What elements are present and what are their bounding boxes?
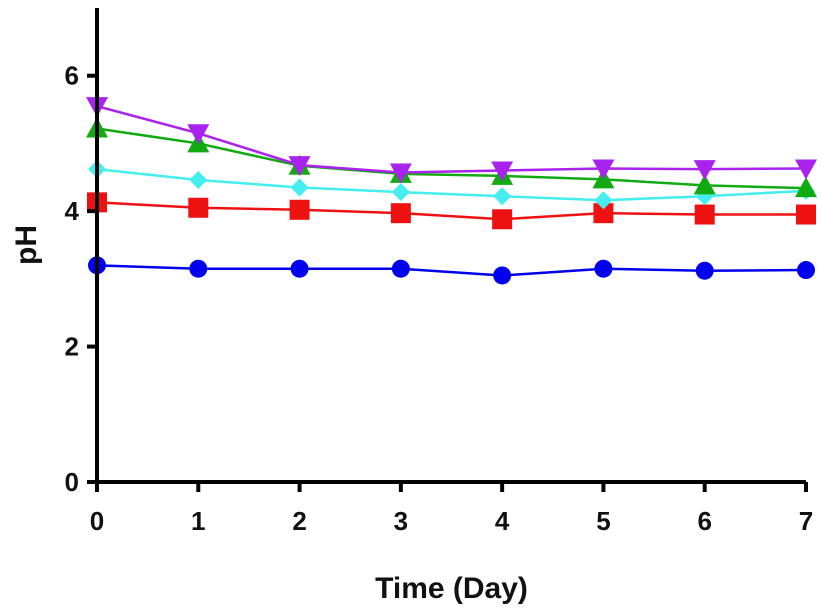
- series-line: [96, 264, 807, 277]
- data-point: [188, 197, 209, 218]
- data-point: [187, 124, 210, 145]
- axes-layer: 0 2 4 6 0 1 2 3 4 5 6 7: [65, 8, 813, 536]
- series-1: [88, 256, 815, 285]
- data-point: [493, 187, 512, 206]
- y-axis-title: pH: [10, 225, 43, 265]
- data-point: [693, 160, 716, 181]
- x-tick-label: 2: [292, 506, 306, 536]
- x-tick-label: 0: [90, 506, 104, 536]
- x-tick-label: 7: [799, 506, 813, 536]
- series-line: [96, 201, 806, 221]
- x-tick-label: 3: [394, 506, 408, 536]
- series-line: [96, 167, 807, 202]
- data-point: [288, 156, 311, 177]
- x-axis-title: Time (Day): [375, 572, 528, 605]
- data-point: [389, 163, 412, 184]
- data-point: [795, 177, 817, 198]
- series-layer: [86, 97, 817, 285]
- y-tick-label: 4: [65, 196, 80, 226]
- data-point: [795, 159, 817, 180]
- x-tick-label: 5: [596, 506, 610, 536]
- data-point: [391, 183, 410, 202]
- data-point: [592, 159, 615, 180]
- y-tick-label: 0: [65, 467, 79, 497]
- data-point: [796, 204, 816, 225]
- y-tick-label: 2: [65, 332, 79, 362]
- data-point: [594, 259, 613, 278]
- data-point: [594, 191, 613, 210]
- data-point: [493, 266, 512, 285]
- x-axis-ticks: 0 1 2 3 4 5 6 7: [90, 482, 813, 536]
- data-point: [491, 161, 514, 182]
- x-tick-label: 4: [495, 506, 510, 536]
- x-tick-label: 1: [191, 506, 205, 536]
- data-point: [390, 203, 411, 224]
- data-point: [492, 209, 513, 230]
- data-point: [289, 199, 310, 220]
- y-axis-ticks: 0 2 4 6: [65, 61, 97, 497]
- data-point: [694, 204, 715, 225]
- y-tick-label: 6: [65, 61, 79, 91]
- data-point: [593, 203, 614, 224]
- series-line: [96, 127, 807, 190]
- series-5: [86, 97, 817, 184]
- data-point: [391, 259, 410, 278]
- x-tick-label: 6: [697, 506, 711, 536]
- data-point: [189, 259, 208, 278]
- data-point: [695, 261, 714, 280]
- series-2: [87, 192, 816, 230]
- data-point: [797, 261, 815, 280]
- data-point: [693, 174, 716, 195]
- data-point: [290, 178, 309, 197]
- series-line: [96, 104, 807, 174]
- data-point: [290, 259, 309, 278]
- data-point: [189, 170, 208, 189]
